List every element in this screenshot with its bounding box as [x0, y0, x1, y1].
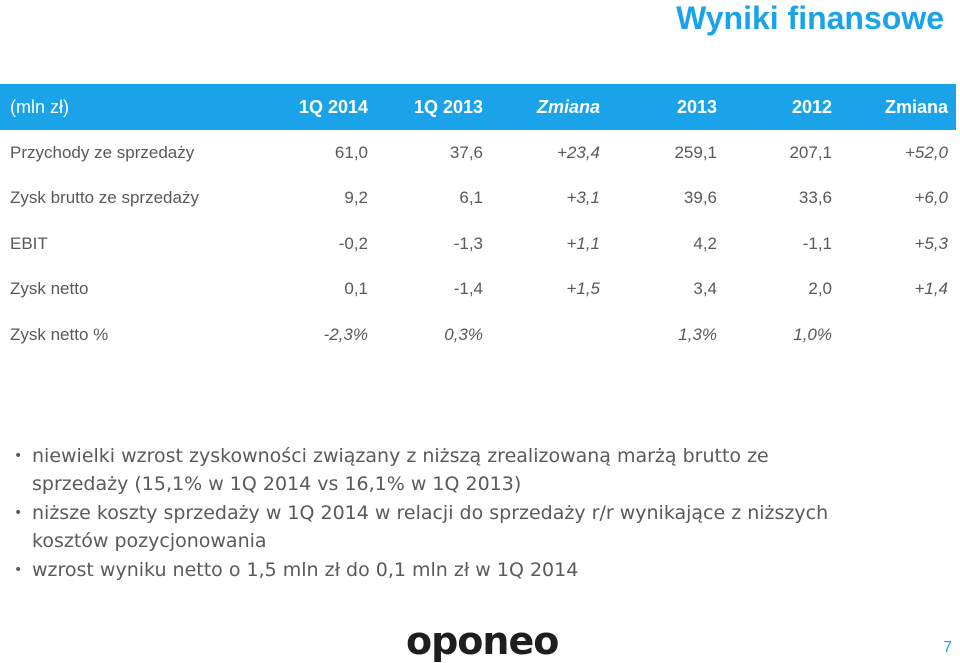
header-unit: (mln zł) [0, 84, 246, 130]
table-cell: +3,1 [566, 188, 600, 208]
bullet-line: kosztów pozycjonowania [32, 529, 267, 552]
table-row: Zysk netto % -2,3% 0,3% 1,3% 1,0% [0, 312, 956, 358]
table-cell: 1,3% [678, 324, 717, 344]
table-cell [491, 312, 608, 358]
bullet-line: sprzedaży (15,1% w 1Q 2014 vs 16,1% w 1Q… [32, 472, 522, 495]
table-cell: -1,1 [802, 233, 832, 253]
header-change-year: Zmiana [840, 84, 956, 130]
table-cell: 207,1 [789, 142, 832, 162]
table-cell: 33,6 [798, 188, 832, 208]
table-header-row: (mln zł) 1Q 2014 1Q 2013 Zmiana 2013 201… [0, 84, 956, 130]
row-label: Przychody ze sprzedaży [10, 142, 195, 162]
table-cell: 39,6 [683, 188, 717, 208]
table-cell: +1,1 [566, 233, 600, 253]
slide-title: Wyniki finansowe [676, 0, 944, 36]
table-cell: 4,2 [693, 233, 717, 253]
bullet-line: niższe koszty sprzedaży w 1Q 2014 w rela… [32, 502, 829, 524]
table-cell: -2,3% [323, 324, 368, 344]
table-cell [840, 312, 956, 358]
row-label: Zysk netto % [10, 324, 109, 344]
bullet-dot: • [14, 505, 23, 521]
row-label: EBIT [10, 233, 48, 253]
table-cell: +52,0 [904, 142, 948, 162]
bullet-dot: • [14, 562, 23, 578]
table-row: Zysk netto 0,1 -1,4 +1,5 3,4 2,0 +1,4 [0, 267, 956, 313]
oponeo-logo: oponeo [406, 619, 559, 663]
table-cell: +5,3 [914, 233, 948, 253]
table-cell: 9,2 [344, 188, 368, 208]
bullet-item: • niższe koszty sprzedaży w 1Q 2014 w re… [14, 500, 944, 555]
table-row: EBIT -0,2 -1,3 +1,1 4,2 -1,1 +5,3 [0, 221, 956, 267]
header-2012: 2012 [725, 84, 840, 130]
table-cell: -0,2 [338, 233, 368, 253]
table-cell: +1,5 [566, 279, 600, 299]
header-1q-2014: 1Q 2014 [246, 84, 376, 130]
table-cell: +23,4 [556, 142, 600, 162]
table-cell: 6,1 [459, 188, 483, 208]
bullet-line: niewielki wzrost zyskowności związany z … [32, 445, 769, 467]
financial-results-table: (mln zł) 1Q 2014 1Q 2013 Zmiana 2013 201… [0, 84, 956, 358]
bullet-dot: • [14, 448, 23, 464]
table-cell: 1,0% [793, 324, 832, 344]
header-change-quarter: Zmiana [491, 84, 608, 130]
table-cell: -1,3 [453, 233, 483, 253]
table-cell: +1,4 [914, 279, 948, 299]
table-cell: 37,6 [449, 142, 483, 162]
row-label: Zysk brutto ze sprzedaży [10, 188, 199, 208]
table-row: Przychody ze sprzedaży 61,0 37,6 +23,4 259,1… [0, 130, 956, 176]
row-label: Zysk netto [10, 279, 89, 299]
table-row: Zysk brutto ze sprzedaży 9,2 6,1 +3,1 39,6 33… [0, 176, 956, 222]
page-number: 7 [943, 639, 952, 656]
table-cell: +6,0 [914, 188, 948, 208]
header-1q-2013: 1Q 2013 [376, 84, 491, 130]
table-cell: 61,0 [334, 142, 368, 162]
table-cell: 0,3% [444, 324, 483, 344]
table-cell: 2,0 [808, 279, 832, 299]
table-cell: 259,1 [674, 142, 717, 162]
table-cell: 3,4 [693, 279, 717, 299]
bullet-item: • niewielki wzrost zyskowności związany … [14, 443, 944, 498]
table-cell: 0,1 [344, 279, 368, 299]
bullet-list: • niewielki wzrost zyskowności związany … [14, 443, 944, 585]
header-2013: 2013 [608, 84, 725, 130]
table-cell: -1,4 [453, 279, 483, 299]
bullet-item: • wzrost wyniku netto o 1,5 mln zł do 0,… [14, 557, 944, 585]
bullet-line: wzrost wyniku netto o 1,5 mln zł do 0,1 … [32, 559, 579, 581]
